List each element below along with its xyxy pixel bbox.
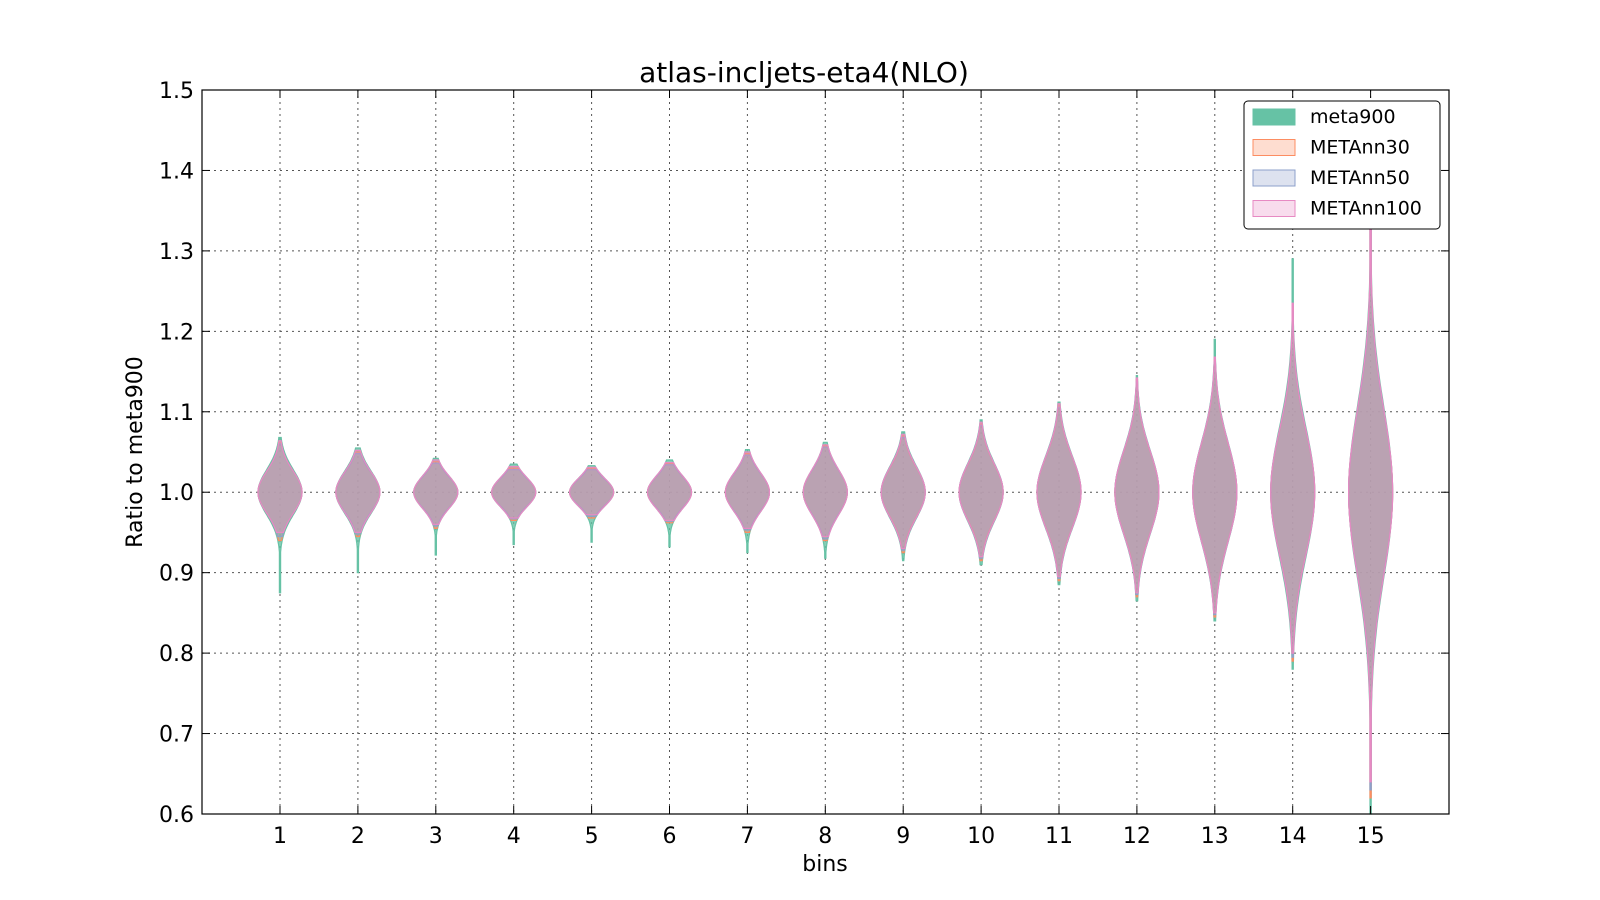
y-axis-label: Ratio to meta900 — [123, 356, 148, 548]
legend: meta900 METAnn30 METAnn50 METAnn100 — [1243, 100, 1441, 230]
y-tick-label: 1.4 — [159, 159, 194, 184]
x-tick-label: 1 — [273, 824, 287, 849]
violin-METAnn100-bin-7 — [724, 451, 770, 529]
legend-label-METAnn30: METAnn30 — [1310, 137, 1410, 159]
violin-meta900-bin-5 — [569, 465, 615, 543]
violin-METAnn100-bin-3 — [413, 459, 459, 525]
violin-series-METAnn100 — [257, 202, 1394, 783]
legend-swatch-METAnn50 — [1252, 169, 1296, 187]
legend-label-meta900: meta900 — [1310, 106, 1396, 128]
y-tick-label: 1.2 — [159, 320, 194, 345]
violin-METAnn100-bin-11 — [1036, 403, 1082, 578]
legend-label-METAnn100: METAnn100 — [1310, 198, 1422, 220]
y-tick-label: 0.6 — [159, 803, 194, 828]
x-tick-label: 12 — [1123, 824, 1151, 849]
violin-METAnn100-bin-12 — [1114, 377, 1160, 594]
x-axis: 1 2 3 4 5 6 7 8 9 10 11 12 13 14 15 — [273, 90, 1385, 849]
violin-METAnn100-bin-4 — [491, 465, 537, 519]
violin-METAnn100-bin-2 — [335, 449, 381, 533]
x-tick-label: 15 — [1357, 824, 1385, 849]
y-tick-label: 1.1 — [159, 401, 194, 426]
violin-meta900-bin-1 — [257, 436, 303, 594]
y-tick-label: 1.3 — [159, 240, 194, 265]
x-tick-label: 14 — [1279, 824, 1307, 849]
violin-METAnn100-bin-9 — [880, 433, 926, 550]
y-tick-label: 1.0 — [159, 481, 194, 506]
x-tick-label: 6 — [663, 824, 677, 849]
chart-title: atlas-incljets-eta4(NLO) — [639, 56, 969, 89]
x-axis-label: bins — [802, 852, 847, 877]
x-tick-label: 5 — [585, 824, 599, 849]
violin-METAnn100-bin-10 — [958, 421, 1004, 558]
violins — [257, 121, 1394, 815]
violin-METAnn100-bin-1 — [257, 440, 303, 533]
violin-METAnn100-bin-5 — [569, 466, 615, 516]
y-tick-label: 0.8 — [159, 642, 194, 667]
violin-METAnn100-bin-13 — [1192, 356, 1238, 614]
y-tick-label: 0.7 — [159, 723, 194, 748]
legend-swatch-METAnn30 — [1252, 139, 1296, 156]
x-tick-label: 10 — [967, 824, 995, 849]
legend-label-METAnn50: METAnn50 — [1310, 167, 1410, 189]
legend-frame — [1243, 100, 1441, 230]
y-tick-label: 1.5 — [159, 79, 194, 104]
y-axis: 0.6 0.7 0.8 0.9 1.0 1.1 1.2 1.3 1.4 1.5 — [159, 79, 1449, 828]
x-tick-label: 8 — [818, 824, 832, 849]
violin-METAnn100-bin-14 — [1270, 302, 1316, 654]
x-tick-label: 13 — [1201, 824, 1229, 849]
violin-METAnn100-bin-15 — [1347, 202, 1394, 783]
legend-swatch-meta900 — [1252, 108, 1296, 126]
x-tick-label: 4 — [507, 824, 521, 849]
violin-METAnn100-bin-8 — [802, 444, 848, 538]
x-tick-label: 2 — [351, 824, 365, 849]
x-tick-label: 9 — [896, 824, 910, 849]
legend-swatch-METAnn100 — [1252, 200, 1296, 217]
x-tick-label: 11 — [1045, 824, 1073, 849]
y-tick-label: 0.9 — [159, 562, 194, 587]
violin-METAnn100-bin-6 — [646, 461, 693, 521]
x-tick-label: 7 — [740, 824, 754, 849]
x-tick-label: 3 — [429, 824, 443, 849]
